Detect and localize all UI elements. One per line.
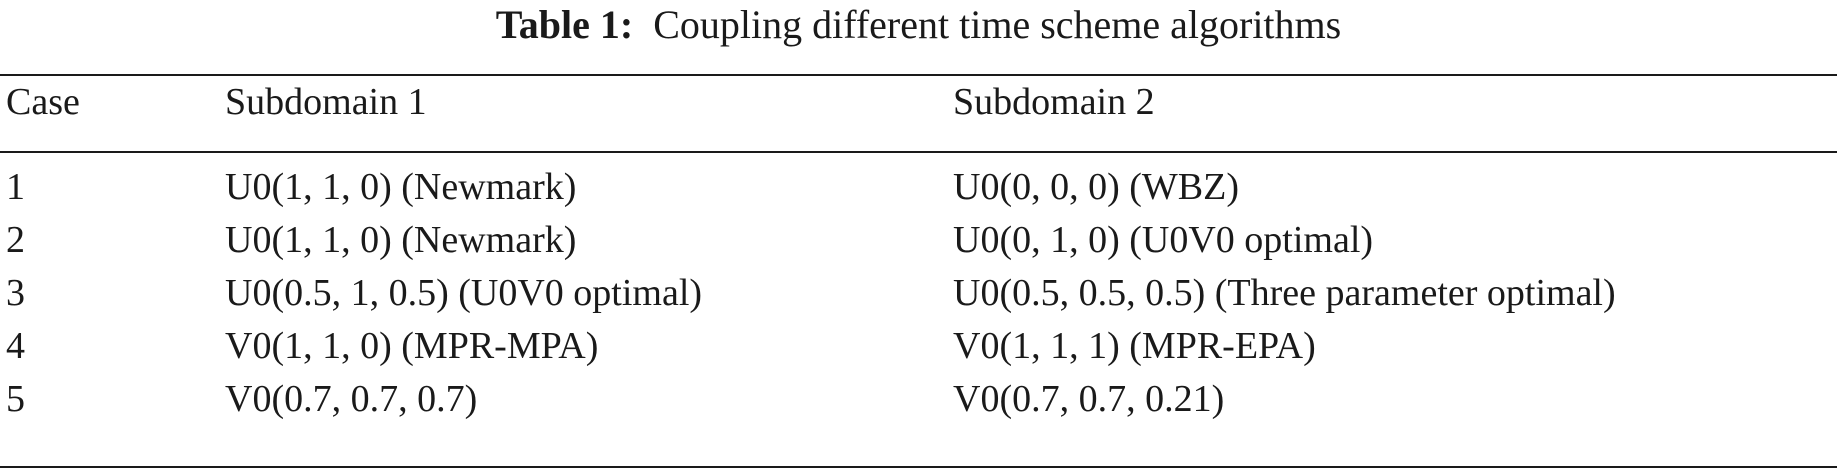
table-row: 5 V0(0.7, 0.7, 0.7) V0(0.7, 0.7, 0.21) bbox=[0, 373, 1837, 425]
case-number: 2 bbox=[6, 219, 25, 261]
table-top-rule bbox=[0, 74, 1837, 76]
table-header-rule bbox=[0, 151, 1837, 153]
header-subdomain-2: Subdomain 2 bbox=[953, 81, 1155, 123]
case-number: 5 bbox=[6, 378, 25, 420]
subdomain-1-scheme: U0(1, 1, 0) (Newmark) bbox=[225, 166, 577, 208]
table-caption-label: Table 1: bbox=[495, 2, 634, 47]
table-row: 1 U0(1, 1, 0) (Newmark) U0(0, 0, 0) (WBZ… bbox=[0, 161, 1837, 213]
header-case: Case bbox=[6, 81, 80, 123]
subdomain-2-scheme: U0(0, 0, 0) (WBZ) bbox=[953, 166, 1239, 208]
table-row: 4 V0(1, 1, 0) (MPR-MPA) V0(1, 1, 1) (MPR… bbox=[0, 320, 1837, 372]
table-caption: Table 1: Coupling different time scheme … bbox=[0, 0, 1837, 60]
table-row: 2 U0(1, 1, 0) (Newmark) U0(0, 1, 0) (U0V… bbox=[0, 214, 1837, 266]
subdomain-2-scheme: U0(0, 1, 0) (U0V0 optimal) bbox=[953, 219, 1374, 261]
table-header-row: Case Subdomain 1 Subdomain 2 bbox=[0, 76, 1837, 128]
table-bottom-rule bbox=[0, 466, 1837, 468]
table-row: 3 U0(0.5, 1, 0.5) (U0V0 optimal) U0(0.5,… bbox=[0, 267, 1837, 319]
subdomain-2-scheme: V0(1, 1, 1) (MPR-EPA) bbox=[953, 325, 1316, 367]
case-number: 4 bbox=[6, 325, 25, 367]
table-caption-text: Coupling different time scheme algorithm… bbox=[653, 2, 1342, 47]
subdomain-2-scheme: V0(0.7, 0.7, 0.21) bbox=[953, 378, 1225, 420]
subdomain-1-scheme: U0(0.5, 1, 0.5) (U0V0 optimal) bbox=[225, 272, 703, 314]
subdomain-1-scheme: V0(1, 1, 0) (MPR-MPA) bbox=[225, 325, 599, 367]
case-number: 3 bbox=[6, 272, 25, 314]
subdomain-2-scheme: U0(0.5, 0.5, 0.5) (Three parameter optim… bbox=[953, 272, 1616, 314]
header-subdomain-1: Subdomain 1 bbox=[225, 81, 427, 123]
subdomain-1-scheme: U0(1, 1, 0) (Newmark) bbox=[225, 219, 577, 261]
case-number: 1 bbox=[6, 166, 25, 208]
subdomain-1-scheme: V0(0.7, 0.7, 0.7) bbox=[225, 378, 478, 420]
